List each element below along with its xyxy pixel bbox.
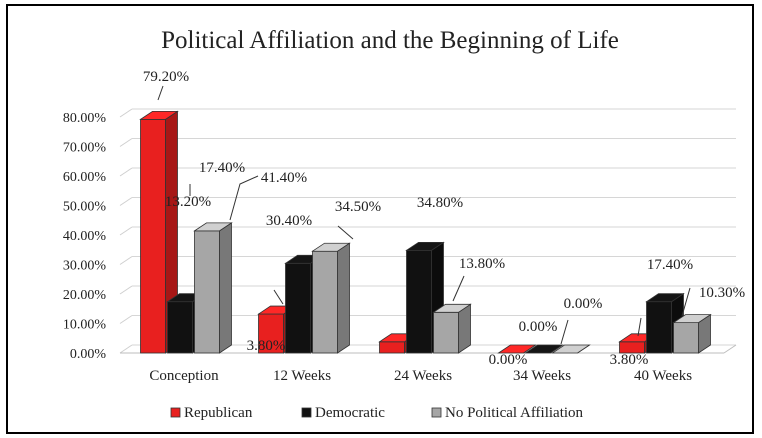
legend-label: Democratic <box>315 405 385 421</box>
legend-item: No Political Affiliation <box>431 405 584 421</box>
bar-chart: Political Affiliation and the Beginning … <box>63 27 745 421</box>
data-label: 30.40% <box>266 213 312 229</box>
data-label: 34.80% <box>417 195 463 211</box>
bar <box>432 303 472 354</box>
leader-line <box>560 319 569 345</box>
bars-layer <box>139 110 712 354</box>
bar <box>672 313 712 354</box>
data-label: 0.00% <box>519 319 558 335</box>
leader-line <box>157 85 164 101</box>
y-tick-label: 20.00% <box>63 288 107 303</box>
data-label: 3.80% <box>610 352 649 368</box>
axis-layer: 0.00% 10.00% 20.00% 30.00% 40.00% 50.00% 60.00… <box>63 111 692 384</box>
bar-side <box>458 303 471 354</box>
y-tick-label: 30.00% <box>63 259 107 274</box>
bar-front <box>312 250 338 354</box>
gridline-depth <box>119 138 133 147</box>
bar-top <box>524 344 564 354</box>
y-tick-label: 50.00% <box>63 200 107 215</box>
bar-front <box>433 311 459 354</box>
data-label: 17.40% <box>199 160 245 176</box>
x-tick-label: 40 Weeks <box>634 368 692 384</box>
bar <box>497 344 537 354</box>
gridline-depth <box>119 197 133 206</box>
bar-front <box>140 118 166 354</box>
gridline-depth <box>119 256 133 265</box>
y-tick-label: 10.00% <box>63 318 107 333</box>
y-tick-label: 70.00% <box>63 141 107 156</box>
bar-front <box>194 230 220 354</box>
x-tick-label: Conception <box>149 368 219 384</box>
bar-front <box>646 301 672 354</box>
leader-line <box>273 289 284 305</box>
legend-label: No Political Affiliation <box>445 405 584 421</box>
gridline-depth <box>119 315 133 324</box>
labels-layer: 79.20% 17.40% 41.40% 13.20% 30.40% 34.50% 3.80… <box>143 69 745 368</box>
bar <box>551 344 591 354</box>
x-tick-label: 24 Weeks <box>394 368 452 384</box>
bar <box>193 222 233 354</box>
data-label: 17.40% <box>647 257 693 273</box>
legend-swatch <box>301 407 312 418</box>
x-tick-label: 12 Weeks <box>273 368 331 384</box>
bar <box>311 242 351 354</box>
bar-top <box>405 241 445 251</box>
gridline-depth <box>119 344 133 354</box>
bar-front <box>285 262 311 354</box>
gridline-depth <box>119 226 133 236</box>
data-label: 0.00% <box>489 352 528 368</box>
leader-line <box>337 225 354 240</box>
leader-line <box>229 175 259 221</box>
data-label: 13.20% <box>165 194 211 210</box>
data-label: 79.20% <box>143 69 189 85</box>
legend-item: Democratic <box>301 405 385 421</box>
x-tick-label: 34 Weeks <box>513 368 571 384</box>
data-label: 41.40% <box>261 170 307 186</box>
chart-frame: Political Affiliation and the Beginning … <box>6 4 754 434</box>
bar <box>139 110 179 354</box>
gridline-depth <box>119 285 133 295</box>
data-label: 10.30% <box>699 285 745 301</box>
bar-top <box>432 303 472 313</box>
bar-top <box>497 344 537 354</box>
gridline-depth <box>119 167 133 177</box>
floor-depth-line <box>723 344 737 354</box>
bar-top <box>193 222 233 232</box>
data-label: 3.80% <box>247 338 286 354</box>
y-tick-label: 0.00% <box>70 347 107 362</box>
leader-line <box>637 317 642 337</box>
legend-swatch <box>431 407 442 418</box>
data-label: 0.00% <box>564 296 603 312</box>
leader-line <box>681 287 691 317</box>
bar <box>524 344 564 354</box>
y-tick-label: 80.00% <box>63 111 107 126</box>
bar-top <box>672 314 712 324</box>
bar-top <box>645 293 685 303</box>
legend: Republican Democratic No Political Affilia… <box>170 405 584 421</box>
bar-side <box>337 242 350 354</box>
chart-title: Political Affiliation and the Beginning … <box>161 27 619 54</box>
data-label: 34.50% <box>335 199 381 215</box>
bar-front <box>167 301 193 354</box>
bar-front <box>379 341 405 354</box>
bar-top <box>551 344 591 354</box>
bar-top <box>311 242 351 252</box>
legend-swatch <box>170 407 181 418</box>
bar-top <box>139 110 179 120</box>
gridline-depth <box>119 108 133 118</box>
leader-line <box>452 275 465 302</box>
bar-front <box>673 322 699 354</box>
y-tick-label: 60.00% <box>63 170 107 185</box>
y-tick-label: 40.00% <box>63 229 107 244</box>
bar-side <box>219 222 232 354</box>
legend-label: Republican <box>184 405 253 421</box>
bar-front <box>406 249 432 354</box>
data-label: 13.80% <box>459 256 505 272</box>
legend-item: Republican <box>170 405 253 421</box>
